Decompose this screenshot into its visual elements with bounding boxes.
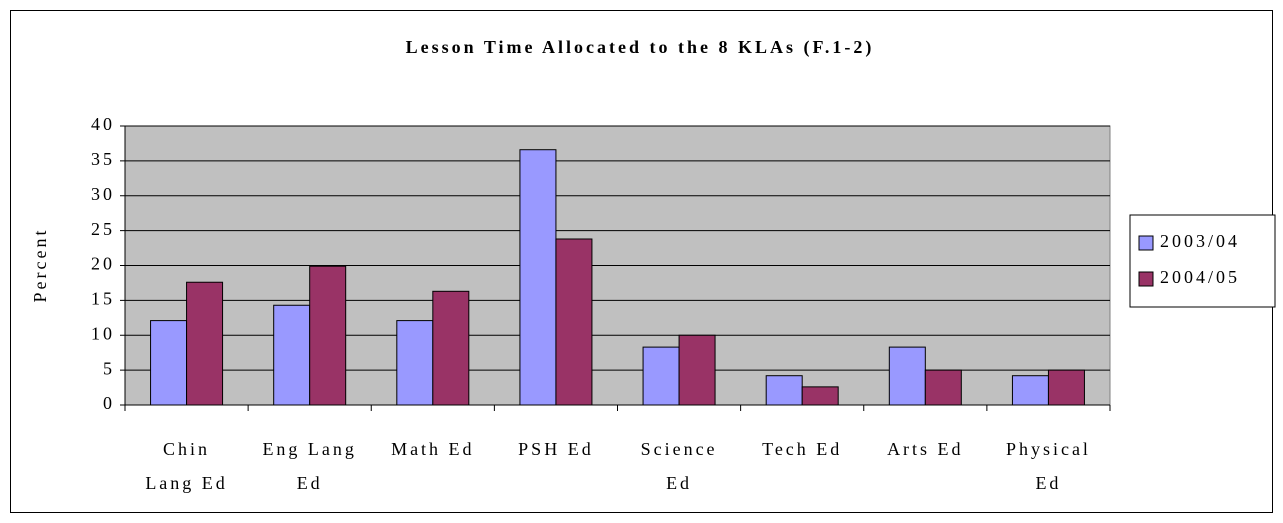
bar	[309, 265, 347, 406]
legend-label: 2004/05	[1160, 267, 1240, 287]
bar	[765, 375, 803, 406]
legend-swatch	[1138, 235, 1154, 251]
y-tick-label: 35	[91, 149, 115, 169]
y-tick-label: 40	[91, 114, 115, 134]
y-tick-label: 25	[91, 219, 115, 239]
bar	[273, 304, 311, 406]
x-tick-label: Math Ed	[391, 439, 475, 459]
x-tick-label: Science Ed	[640, 439, 718, 493]
bar	[1011, 375, 1049, 406]
y-tick-label: 15	[91, 289, 115, 309]
bar	[888, 346, 926, 406]
bar	[678, 334, 716, 406]
bar	[432, 290, 470, 406]
y-tick-label: 5	[103, 358, 115, 378]
chart-title: Lesson Time Allocated to the 8 KLAs (F.1…	[406, 37, 875, 58]
bar	[801, 386, 839, 406]
y-axis-label: Percent	[30, 228, 50, 303]
x-tick-label: PSH Ed	[518, 439, 594, 459]
bar	[1047, 369, 1085, 406]
bar	[396, 320, 434, 406]
legend-swatch	[1138, 271, 1154, 287]
legend-box	[1129, 214, 1276, 308]
y-tick-label: 30	[91, 184, 115, 204]
x-tick-label: Tech Ed	[762, 439, 843, 459]
bar	[642, 346, 680, 406]
x-tick-label: Eng Lang Ed	[262, 439, 357, 493]
legend-label: 2003/04	[1160, 231, 1240, 251]
bar	[186, 281, 224, 406]
y-tick-label: 10	[91, 323, 115, 343]
bar	[519, 149, 557, 406]
bar	[150, 320, 188, 406]
bar	[555, 238, 593, 406]
y-tick-label: 20	[91, 254, 115, 274]
bar	[924, 369, 962, 406]
x-tick-label: Arts Ed	[887, 439, 964, 459]
y-tick-label: 0	[103, 393, 115, 413]
x-tick-label: Physical Ed	[1005, 439, 1091, 493]
x-tick-label: Chin Lang Ed	[145, 439, 228, 493]
